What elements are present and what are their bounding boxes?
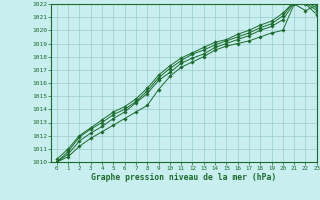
X-axis label: Graphe pression niveau de la mer (hPa): Graphe pression niveau de la mer (hPa) <box>92 173 276 182</box>
